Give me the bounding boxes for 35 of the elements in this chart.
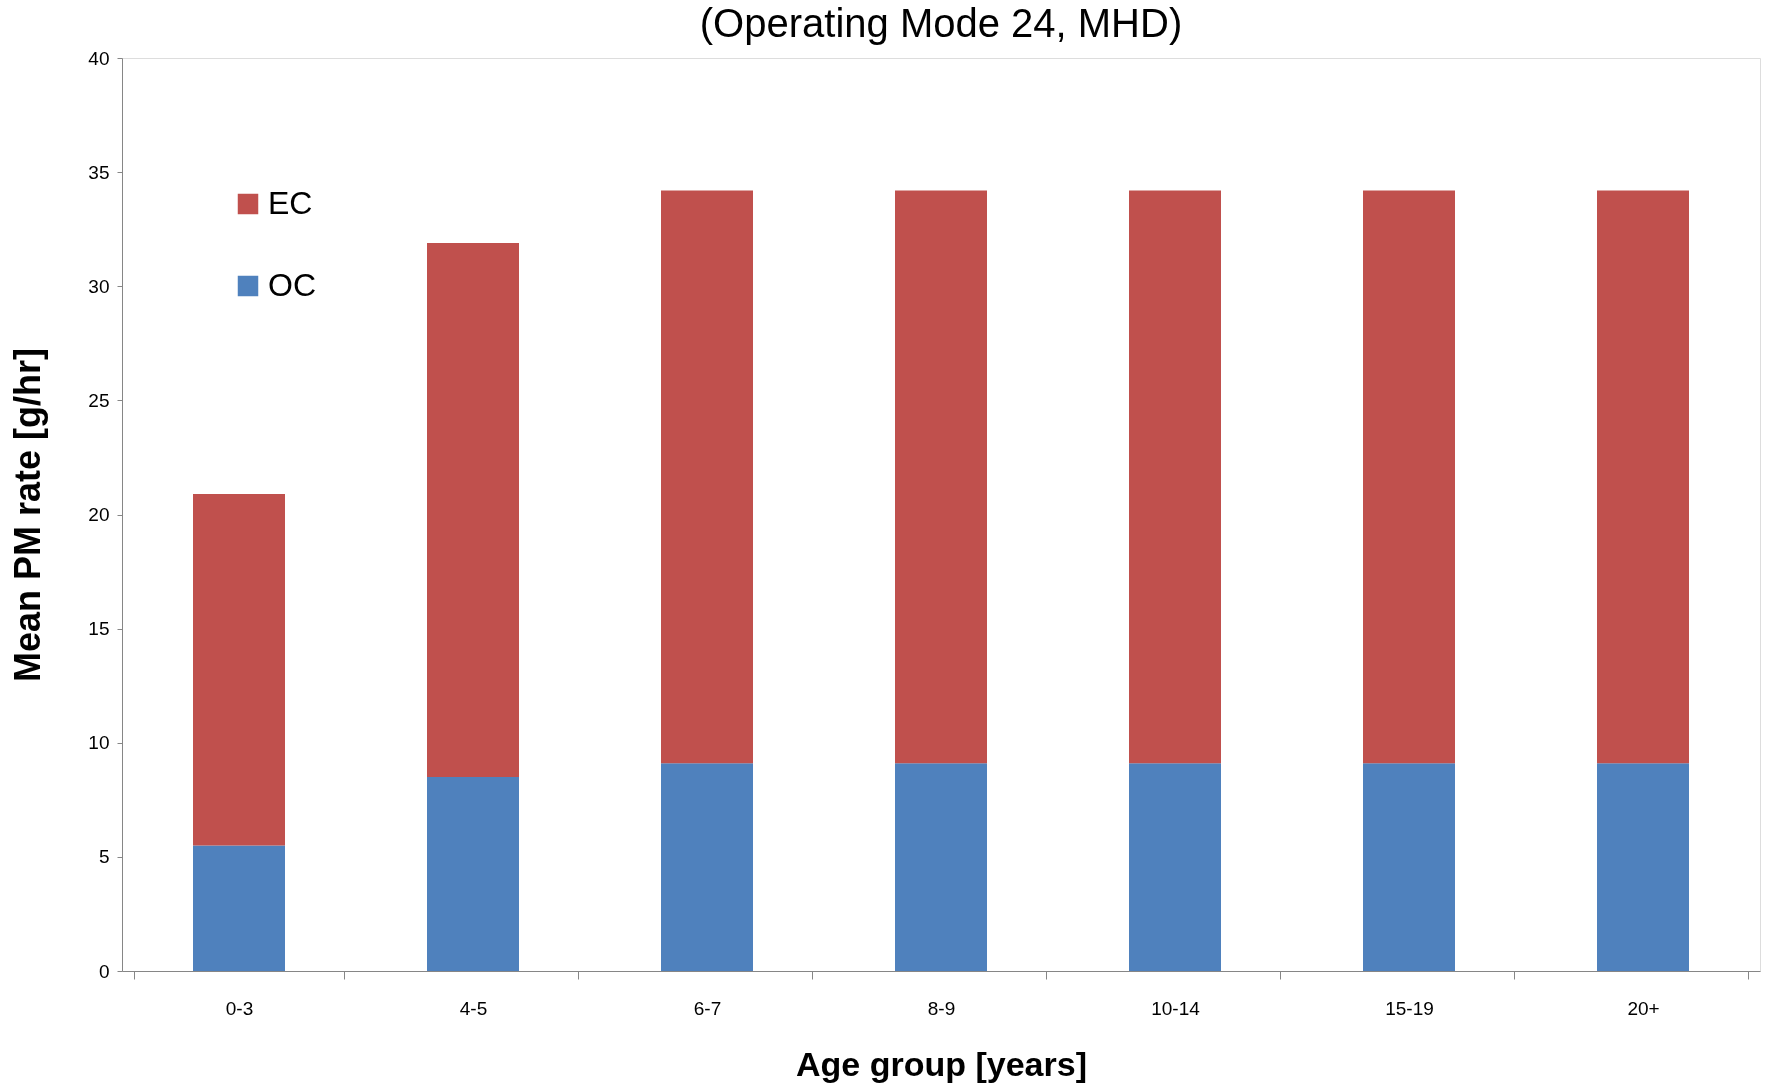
y-tick-label: 0 [98, 960, 110, 982]
bar [661, 190, 753, 764]
x-tick-label: 0-3 [225, 997, 254, 1019]
y-tick-label: 20 [88, 504, 110, 525]
x-tick-label: 10-14 [1151, 997, 1201, 1019]
y-tick-label: 5 [98, 846, 110, 868]
x-tick-label: 4-5 [459, 997, 488, 1019]
bar [661, 763, 753, 971]
bar [1129, 190, 1221, 764]
bar [427, 776, 519, 971]
legend-label: EC [268, 185, 313, 221]
bar [1129, 763, 1221, 971]
x-tick-label: 20+ [1627, 997, 1660, 1019]
x-tick-label: 15-19 [1385, 997, 1434, 1019]
bar [895, 190, 987, 764]
bar [1363, 763, 1455, 971]
bar [193, 493, 285, 846]
bar [1597, 190, 1689, 764]
bar [1363, 190, 1455, 764]
y-tick-label: 35 [88, 161, 110, 183]
y-tick-label: 10 [88, 732, 110, 754]
y-tick-label: 30 [88, 275, 110, 297]
bar [895, 763, 987, 971]
bar [193, 845, 285, 971]
y-tick-label: 25 [88, 389, 110, 411]
x-tick-label: 6-7 [693, 997, 722, 1019]
x-tick-label: 8-9 [927, 997, 956, 1019]
y-tick-label: 15 [88, 618, 110, 640]
y-tick-label: 40 [88, 47, 110, 69]
bar [427, 242, 519, 777]
legend-label: OC [268, 267, 316, 303]
x-axis-title: Age group [years] [796, 1044, 1087, 1083]
chart-title: (Operating Mode 24, MHD) [699, 1, 1183, 45]
bar [1597, 763, 1689, 971]
y-axis-title: Mean PM rate [g/hr] [7, 347, 49, 683]
